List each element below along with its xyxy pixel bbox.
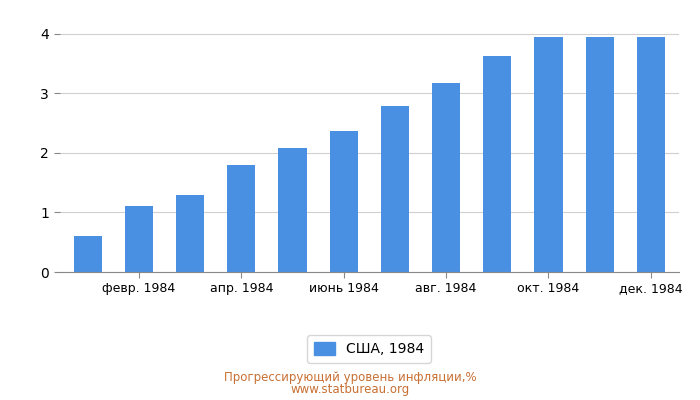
Bar <box>483 56 511 272</box>
Bar <box>586 38 614 272</box>
Legend: США, 1984: США, 1984 <box>307 335 431 363</box>
Bar <box>637 37 665 272</box>
Bar <box>125 206 153 272</box>
Bar <box>381 106 409 272</box>
Bar <box>279 148 307 272</box>
Bar <box>74 236 102 272</box>
Bar <box>176 195 204 272</box>
Bar <box>330 131 358 272</box>
Bar <box>534 38 563 272</box>
Bar <box>432 83 460 272</box>
Bar <box>228 166 256 272</box>
Text: www.statbureau.org: www.statbureau.org <box>290 384 410 396</box>
Text: Прогрессирующий уровень инфляции,%: Прогрессирующий уровень инфляции,% <box>224 372 476 384</box>
